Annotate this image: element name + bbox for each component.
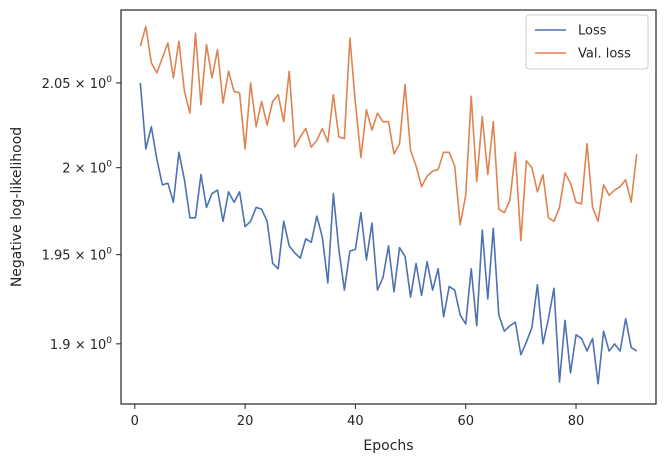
series-layer — [139, 25, 638, 385]
y-tick-label: 1.95 × 100 — [42, 247, 113, 264]
legend-label-loss: Loss — [578, 24, 607, 39]
x-axis-label: Epochs — [363, 438, 413, 454]
legend-box — [525, 14, 649, 70]
y-tick-label-base: 2.05 × 10 — [42, 77, 107, 92]
y-tick-label-exponent: 0 — [106, 336, 112, 346]
x-tick-label: 60 — [457, 414, 474, 429]
x-tick-label: 0 — [131, 414, 139, 429]
x-tick-label: 40 — [347, 414, 364, 429]
y-tick-label-exponent: 0 — [106, 247, 112, 257]
legend-label-val-loss: Val. loss — [578, 47, 631, 62]
y-tick-label-base: 1.95 × 10 — [42, 249, 107, 264]
y-tick-label: 2 × 100 — [62, 160, 112, 177]
series-line-val-loss — [139, 25, 638, 242]
y-tick-label: 2.05 × 100 — [42, 75, 113, 92]
y-tick-label-exponent: 0 — [106, 75, 112, 85]
legend: Loss Val. loss — [525, 14, 649, 70]
y-tick-label-base: 2 × 10 — [62, 162, 106, 177]
x-tick-label: 20 — [237, 414, 254, 429]
y-tick-label-base: 1.9 × 10 — [50, 338, 106, 353]
y-axis-label: Negative log-likelihood — [9, 127, 25, 287]
y-tick-label-exponent: 0 — [106, 160, 112, 170]
x-tick-label: 80 — [568, 414, 585, 429]
plot-frame — [120, 9, 657, 405]
y-tick-label: 1.9 × 100 — [50, 336, 112, 353]
series-line-loss — [139, 82, 638, 385]
